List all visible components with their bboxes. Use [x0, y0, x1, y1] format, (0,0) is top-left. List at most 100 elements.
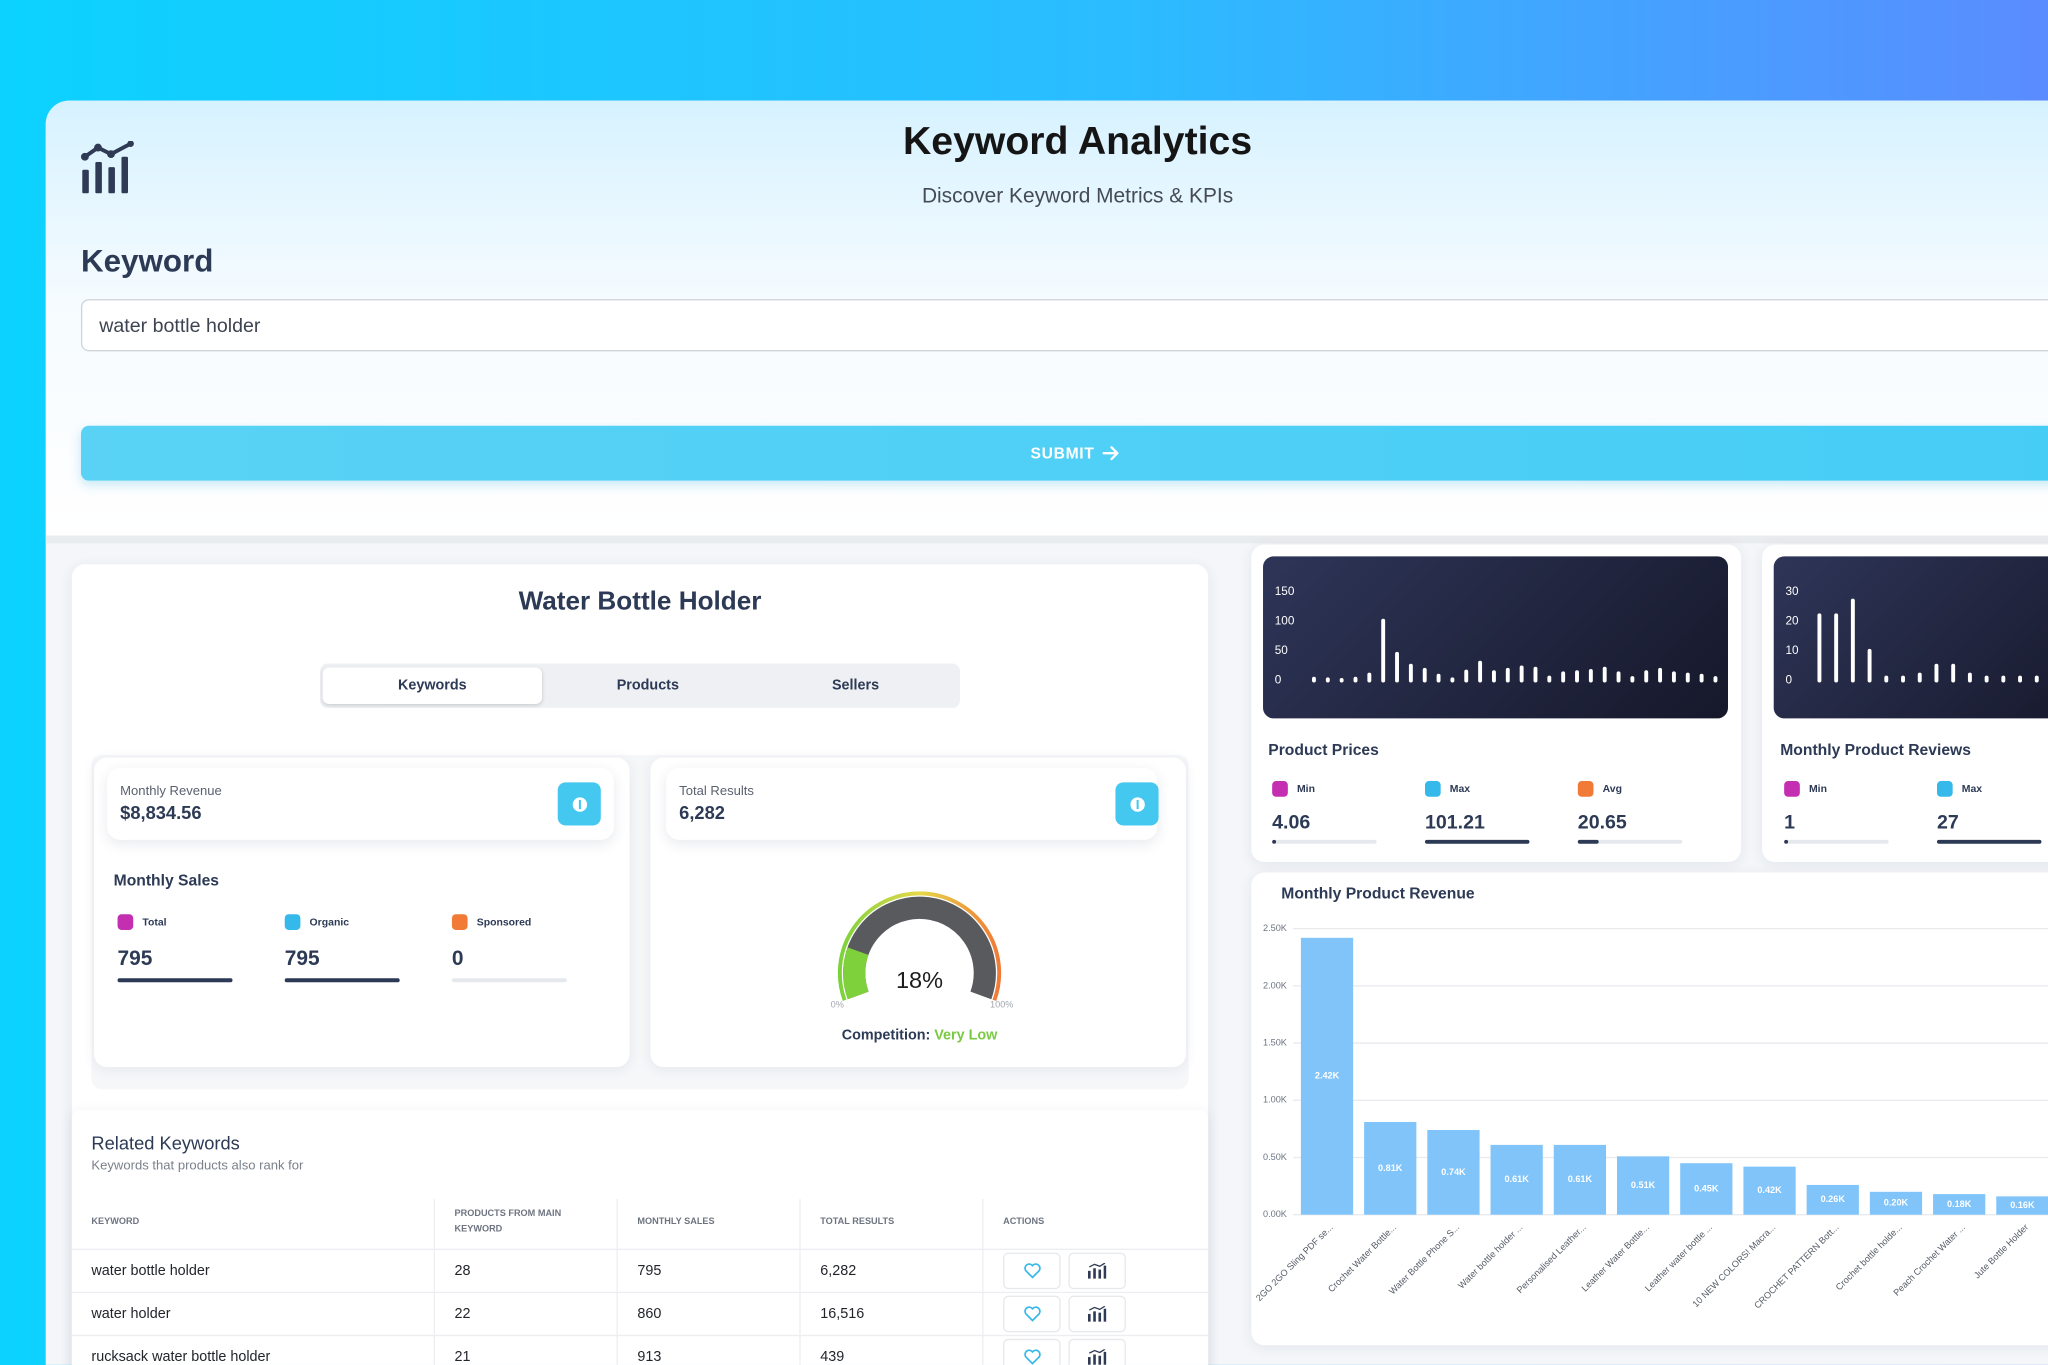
favorite-button[interactable] [1003, 1295, 1061, 1333]
bar [1490, 1144, 1543, 1215]
stat-value: 20.65 [1577, 811, 1627, 834]
stat-label: Avg [1602, 783, 1622, 795]
card-title: Monthly Product Reviews [1780, 740, 1971, 759]
y-tick-label: 0.00K [1263, 1209, 1287, 1219]
stat-icon [1272, 781, 1288, 797]
table-cell: 16,516 [820, 1306, 865, 1322]
active-tab [322, 667, 543, 704]
bar [1364, 1122, 1417, 1215]
bar [1680, 1163, 1733, 1215]
search-query: water bottle holder [99, 314, 261, 337]
stat-track [1577, 839, 1683, 844]
sales-title: Monthly Sales [113, 871, 220, 890]
y-tick-label: 20 [1785, 614, 1799, 627]
stat-bar [1272, 839, 1277, 844]
table-cell: 22 [454, 1306, 471, 1322]
x-tick-label: Peach Crochet Water ... [1891, 1222, 1967, 1298]
y-tick-label: 1.00K [1263, 1095, 1287, 1105]
y-tick-label: 50 [1275, 644, 1289, 657]
column-header: PRODUCTS FROM MAIN KEYWORD [454, 1209, 562, 1235]
stat-icon [284, 914, 301, 930]
gauge-ring [837, 891, 1002, 1001]
table-cell: 6,282 [820, 1263, 857, 1279]
bar-value-label: 0.18K [1947, 1199, 1972, 1209]
y-tick-label: 30 [1785, 585, 1799, 598]
column-header: KEYWORD [91, 1217, 140, 1227]
stat-label: Max [1961, 783, 1983, 795]
analytics-button[interactable] [1068, 1338, 1126, 1365]
table-cell: 28 [454, 1263, 471, 1279]
overview-title: Water Bottle Holder [518, 587, 762, 616]
revenue-icon [557, 782, 601, 826]
column-divider [433, 1199, 435, 1365]
stat-value: 27 [1936, 811, 1959, 834]
x-tick-label: Crochet bottle holde... [1834, 1222, 1904, 1292]
bar [1996, 1196, 2048, 1215]
column-divider [982, 1199, 984, 1365]
table-cell: 439 [820, 1349, 845, 1365]
bar-value-label: 0.16K [2010, 1200, 2035, 1210]
bar [1616, 1156, 1670, 1215]
bar-value-label: 0.26K [1821, 1194, 1846, 1204]
row-divider [71, 1334, 1209, 1337]
bar-value-label: 0.81K [1378, 1163, 1403, 1173]
x-tick-label: Leather Water Bottle... [1580, 1222, 1651, 1293]
y-tick-label: 2.00K [1263, 980, 1287, 990]
table-cell: 913 [637, 1349, 662, 1365]
bar-value-label: 2.42K [1315, 1071, 1340, 1081]
y-tick-label: 10 [1785, 644, 1799, 657]
bar [1743, 1166, 1796, 1215]
revenue-card [107, 767, 614, 840]
tab: Sellers [831, 677, 880, 694]
x-tick-label: Jute Bottle Holder [1972, 1222, 2030, 1280]
table-cell: 21 [454, 1349, 471, 1365]
stat-track [1784, 839, 1889, 844]
table-cell: 860 [637, 1306, 662, 1322]
analytics-button[interactable] [1068, 1252, 1126, 1290]
page-subtitle: Discover Keyword Metrics & KPIs [921, 185, 1234, 208]
x-tick-label: Leather water bottle ... [1643, 1222, 1714, 1293]
gauge-tick: 0% [830, 1001, 844, 1011]
search-input[interactable]: water bottle holder [80, 299, 2048, 352]
stat-label: Sponsored [476, 916, 532, 928]
bar [1869, 1191, 1923, 1215]
column-divider [616, 1199, 618, 1365]
table-cell: 795 [637, 1263, 662, 1279]
bar [1300, 937, 1354, 1215]
stat-label: Max [1449, 783, 1471, 795]
stat-bar [117, 978, 233, 983]
submit-button[interactable]: SUBMIT [80, 425, 2048, 481]
stat-icon [1784, 781, 1800, 797]
y-tick-label: 0.50K [1263, 1152, 1287, 1162]
stat-track [451, 978, 567, 983]
stat-bar [1936, 839, 2042, 844]
bar-value-label: 0.61K [1504, 1174, 1529, 1184]
prices-sparkline-box [1263, 556, 1728, 719]
chart-title: Monthly Product Revenue [1281, 884, 1475, 903]
competition-caption: Competition: [841, 1027, 931, 1044]
favorite-button[interactable] [1003, 1338, 1061, 1365]
stat-icon [1577, 781, 1594, 797]
y-tick-label: 1.50K [1263, 1037, 1287, 1047]
bar [1933, 1194, 1986, 1215]
stat-label: Min [1296, 783, 1315, 795]
column-header: MONTHLY SALES [637, 1217, 715, 1227]
competition-caption-row: Competition: Very Low [842, 1028, 998, 1044]
revenue-value: $8,834.56 [120, 801, 202, 823]
gauge-fill [843, 947, 869, 1000]
card-title: Product Prices [1268, 740, 1379, 759]
results-value: 6,282 [679, 801, 725, 823]
stat-value: 101.21 [1424, 811, 1485, 834]
analytics-button[interactable] [1068, 1295, 1126, 1333]
column-header: ACTIONS [1003, 1217, 1045, 1227]
x-tick-label: Water bottle holder ... [1456, 1222, 1525, 1291]
stat-bar [1577, 839, 1600, 844]
table-cell: water bottle holder [91, 1263, 210, 1279]
bar-value-label: 0.51K [1631, 1180, 1656, 1190]
bar [1427, 1130, 1480, 1215]
favorite-button[interactable] [1003, 1252, 1061, 1290]
tab: Keywords [397, 677, 467, 694]
